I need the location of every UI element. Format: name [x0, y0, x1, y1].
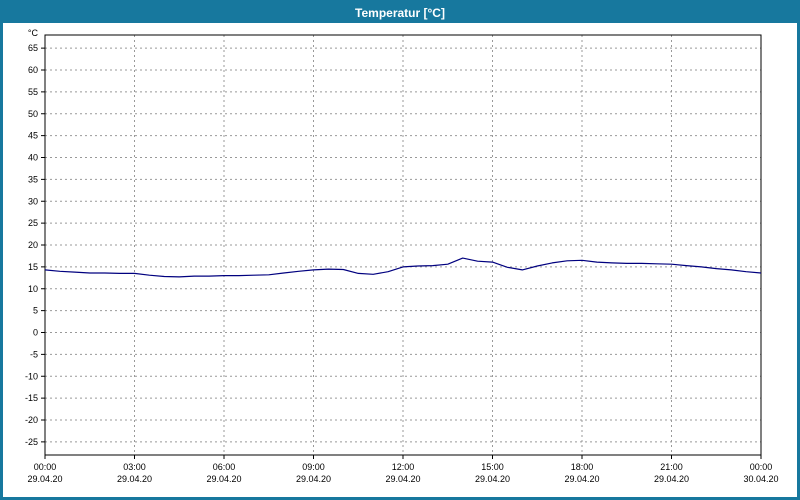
temperature-line — [44, 257, 762, 278]
x-tick-time-label: 00:00 — [750, 462, 773, 472]
x-tick-time-label: 00:00 — [34, 462, 57, 472]
y-tick-label: 25 — [28, 218, 38, 228]
plot-border — [44, 34, 762, 456]
y-tick-label: 50 — [28, 109, 38, 119]
y-tick-label: 5 — [33, 306, 38, 316]
y-tick-label: 10 — [28, 284, 38, 294]
x-tick-date-label: 29.04.20 — [296, 474, 331, 484]
y-tick-label: -15 — [25, 393, 38, 403]
title-bar: Temperatur [°C] — [3, 3, 797, 23]
y-tick-label: 55 — [28, 87, 38, 97]
x-tick-date-label: 29.04.20 — [564, 474, 599, 484]
x-tick-time-label: 18:00 — [571, 462, 594, 472]
y-tick-label: 30 — [28, 196, 38, 206]
y-tick-label: -20 — [25, 415, 38, 425]
y-tick-label: -10 — [25, 371, 38, 381]
x-tick-date-label: 29.04.20 — [206, 474, 241, 484]
chart-area: -25 -20 -15 -10 -5 0 5 10 15 20 25 30 35 40 45 50 55 60 65… — [3, 23, 797, 497]
y-tick-label: 15 — [28, 262, 38, 272]
temperature-chart: -25 -20 -15 -10 -5 0 5 10 15 20 25 30 35 40 45 50 55 60 65… — [25, 28, 779, 484]
y-tick-label: 40 — [28, 153, 38, 163]
x-tick-time-label: 15:00 — [481, 462, 504, 472]
x-tick-time-label: 09:00 — [302, 462, 325, 472]
window-title: Temperatur [°C] — [355, 6, 445, 20]
y-tick-label: 60 — [28, 65, 38, 75]
x-tick-date-label: 29.04.20 — [27, 474, 62, 484]
x-tick-time-label: 21:00 — [660, 462, 683, 472]
x-tick-time-label: 12:00 — [392, 462, 415, 472]
y-tick-label: -5 — [30, 349, 38, 359]
y-tick-label: 20 — [28, 240, 38, 250]
x-tick-date-label: 30.04.20 — [743, 474, 778, 484]
y-tick-label: 0 — [33, 328, 38, 338]
x-tick-date-label: 29.04.20 — [654, 474, 689, 484]
x-tick-date-label: 29.04.20 — [117, 474, 152, 484]
y-tick-label: -25 — [25, 437, 38, 447]
y-axis-unit-label: °C — [28, 28, 39, 38]
x-tick-date-label: 29.04.20 — [385, 474, 420, 484]
x-tick-time-label: 06:00 — [213, 462, 236, 472]
x-tick-date-label: 29.04.20 — [475, 474, 510, 484]
y-tick-label: 35 — [28, 174, 38, 184]
x-tick-time-label: 03:00 — [123, 462, 146, 472]
y-tick-label: 65 — [28, 43, 38, 53]
y-tick-label: 45 — [28, 131, 38, 141]
